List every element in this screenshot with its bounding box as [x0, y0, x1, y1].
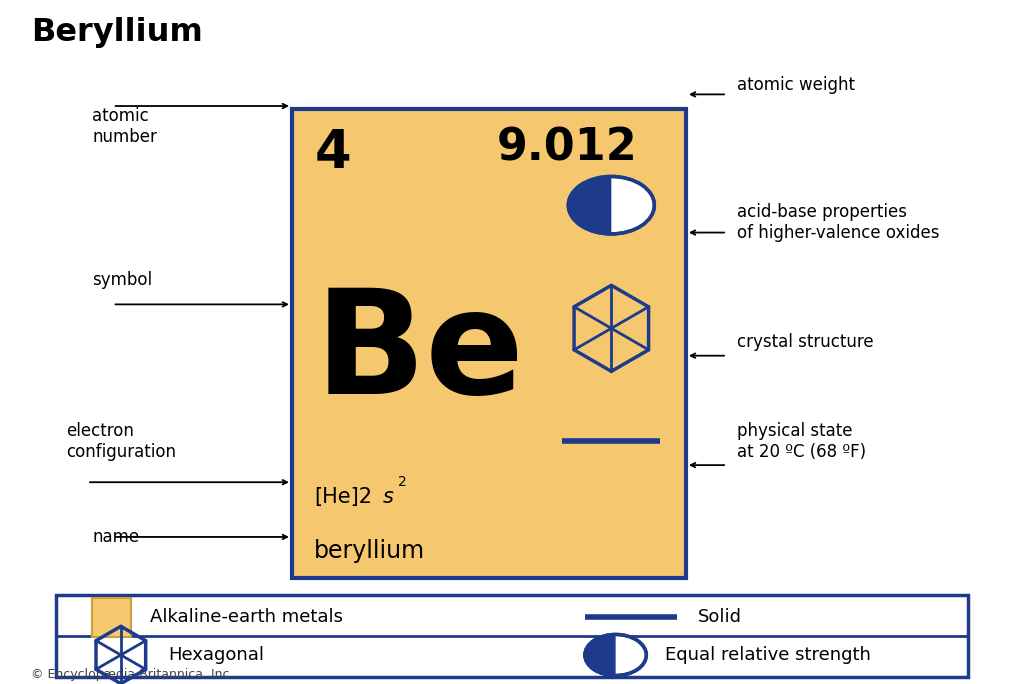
Bar — [56, 595, 968, 677]
Text: Solid: Solid — [697, 608, 741, 627]
Text: symbol: symbol — [92, 272, 153, 289]
Text: Alkaline-earth metals: Alkaline-earth metals — [150, 608, 342, 627]
Text: electron
configuration: electron configuration — [67, 422, 176, 460]
Circle shape — [568, 176, 654, 234]
Wedge shape — [585, 635, 615, 676]
Text: 2: 2 — [398, 475, 408, 488]
Text: atomic weight: atomic weight — [737, 77, 855, 94]
Text: acid-base properties
of higher-valence oxides: acid-base properties of higher-valence o… — [737, 203, 940, 241]
Bar — [92, 598, 131, 637]
Text: crystal structure: crystal structure — [737, 333, 873, 351]
Text: s: s — [383, 487, 394, 507]
Text: Equal relative strength: Equal relative strength — [665, 646, 870, 664]
Circle shape — [585, 635, 646, 676]
Wedge shape — [568, 176, 611, 234]
Text: Be: Be — [314, 282, 524, 423]
Text: 4: 4 — [314, 127, 351, 179]
Bar — [292, 109, 686, 578]
Text: 9.012: 9.012 — [497, 127, 638, 170]
Text: atomic
number: atomic number — [92, 107, 157, 146]
Text: Beryllium: Beryllium — [31, 17, 203, 48]
Text: beryllium: beryllium — [314, 539, 426, 563]
Text: © Encyclopædia Britannica, Inc.: © Encyclopædia Britannica, Inc. — [31, 668, 233, 681]
Text: Hexagonal: Hexagonal — [168, 646, 264, 664]
Text: name: name — [92, 528, 139, 546]
Text: physical state
at 20 ºC (68 ºF): physical state at 20 ºC (68 ºF) — [737, 422, 866, 460]
Text: [He]2: [He]2 — [314, 487, 373, 507]
